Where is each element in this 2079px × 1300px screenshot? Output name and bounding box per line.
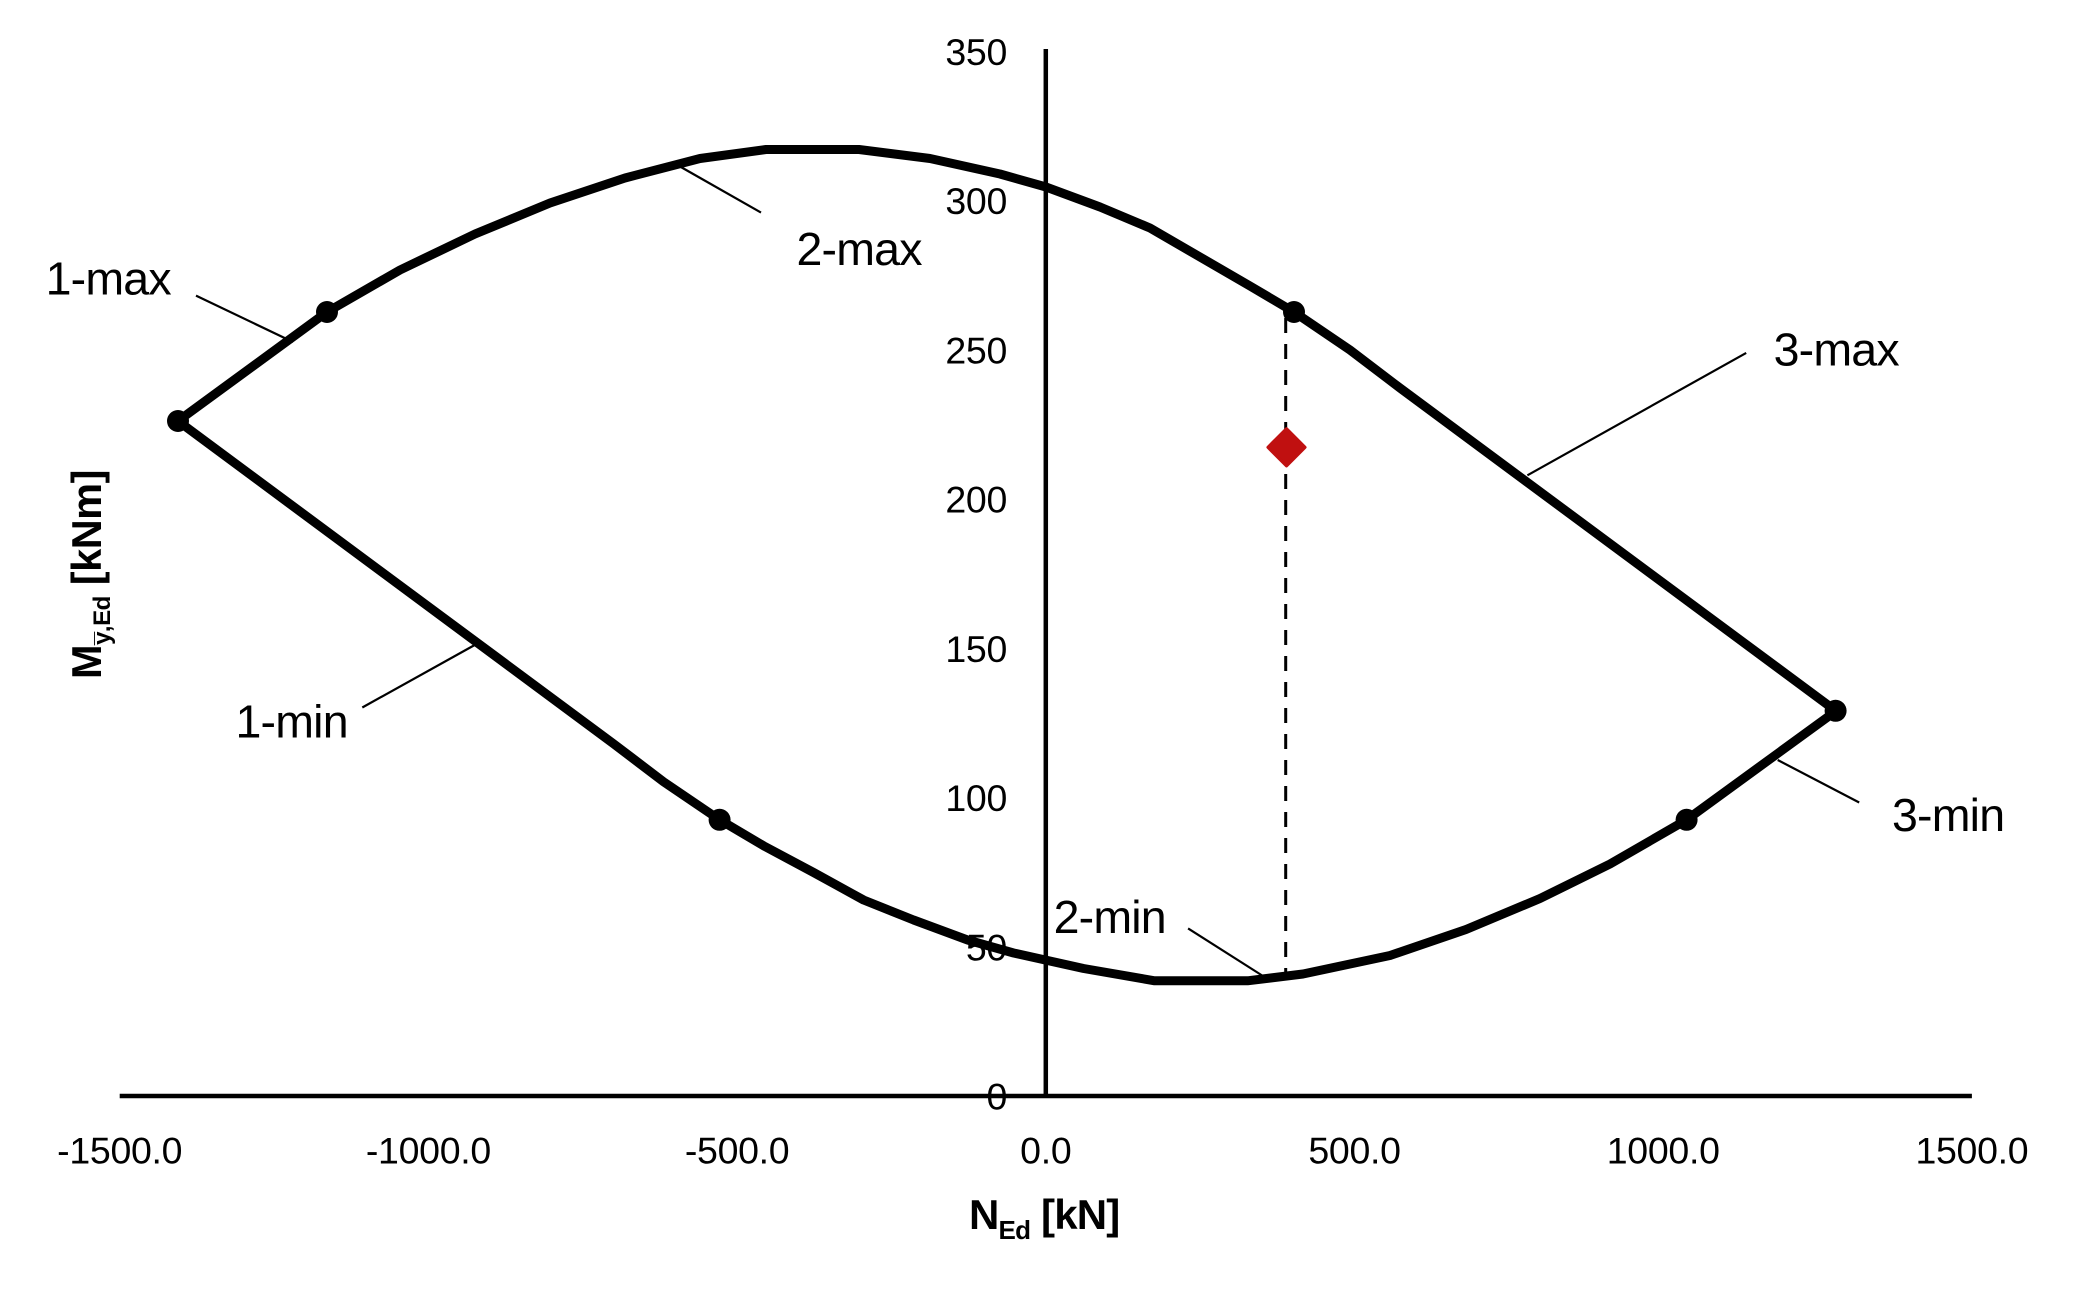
- svg-text:350: 350: [945, 31, 1007, 73]
- svg-text:500.0: 500.0: [1308, 1130, 1400, 1172]
- svg-text:-1500.0: -1500.0: [57, 1130, 182, 1172]
- svg-text:2-min: 2-min: [1054, 891, 1166, 943]
- svg-text:150: 150: [945, 628, 1007, 670]
- svg-text:0: 0: [986, 1076, 1007, 1118]
- svg-text:0.0: 0.0: [1020, 1130, 1071, 1172]
- svg-text:3-max: 3-max: [1774, 324, 1900, 376]
- svg-text:1-min: 1-min: [236, 696, 348, 748]
- svg-text:1500.0: 1500.0: [1915, 1130, 2028, 1172]
- svg-text:NEd [kN]: NEd [kN]: [969, 1191, 1120, 1245]
- svg-text:300: 300: [945, 180, 1007, 222]
- svg-text:2-max: 2-max: [797, 223, 923, 275]
- svg-text:50: 50: [966, 927, 1007, 969]
- svg-text:-1000.0: -1000.0: [366, 1130, 491, 1172]
- svg-text:100: 100: [945, 777, 1007, 819]
- svg-text:1000.0: 1000.0: [1607, 1130, 1720, 1172]
- svg-text:-500.0: -500.0: [685, 1130, 790, 1172]
- svg-text:1-max: 1-max: [46, 253, 172, 305]
- svg-text:My̅,Ed [kNm]: My̅,Ed [kNm]: [63, 470, 116, 679]
- svg-text:250: 250: [945, 330, 1007, 372]
- svg-text:3-min: 3-min: [1892, 789, 2004, 841]
- svg-text:200: 200: [945, 479, 1007, 521]
